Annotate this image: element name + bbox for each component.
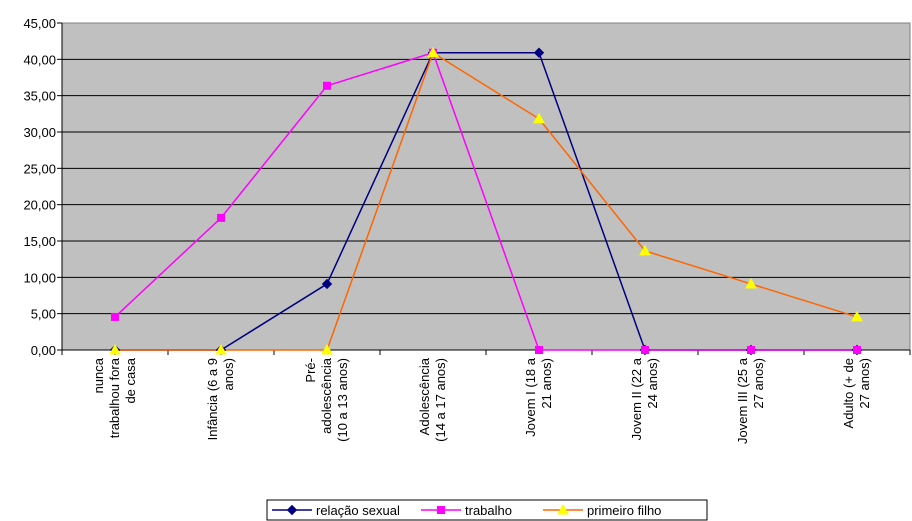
plot-area [61,22,911,351]
series-line [115,51,858,351]
x-tick-label: Jovem II (22 a 24 anos) [629,357,660,440]
x-tick-label-line: adolescência [319,357,334,434]
y-axis-ticks: 0,00 5,00 10,00 15,00 20,00 25,00 30,00 35,00 40… [23,16,56,358]
x-tick-label: Jovem I (18 a 21 anos) [523,357,554,437]
series-group [109,46,863,356]
x-axis-ticks: nunca trabalhou fora de casa Infância (6 a … [61,350,911,444]
y-tick-label: 20,00 [23,198,56,213]
x-tick-label: Adolescência (14 a 17 anos) [417,357,448,442]
data-point [851,310,863,322]
x-tick-label-line: Adolescência [417,357,432,435]
legend-item: primeiro filho [543,503,661,518]
data-point [217,213,225,222]
x-tick-label-line: trabalhou fora [107,357,122,438]
series-primeiro-filho [115,51,858,351]
x-tick-label: nunca trabalhou fora de casa [91,357,138,438]
legend-marker [286,504,298,516]
x-tick-label-line: de casa [123,357,138,403]
x-tick-label: Infância (6 a 9 anos) [205,358,236,440]
data-point [321,278,333,290]
y-tick-label: 0,00 [31,343,56,358]
series-line [114,51,857,351]
data-point [427,46,439,58]
x-tick-label-line: 27 anos) [857,358,872,409]
legend: relação sexual trabalho primeiro filho [266,499,708,521]
x-tick-label-line: 21 anos) [539,358,554,409]
x-tick-label-line: Infância (6 a 9 [205,358,220,440]
x-tick-label-line: Pré- [303,358,318,383]
y-tick-label: 25,00 [23,161,56,176]
x-tick-label: Adulto (+ de 27 anos) [841,358,872,428]
y-tick-label: 40,00 [23,52,56,67]
x-tick-label-line: (14 a 17 anos) [433,358,448,442]
legend-item: relação sexual [272,503,400,518]
x-tick-label-line: Jovem II (22 a [629,357,644,440]
series-markers [109,46,863,355]
y-tick-label: 15,00 [23,234,56,249]
data-point [533,47,545,58]
data-point [745,277,757,289]
data-point [533,112,545,124]
data-point [639,244,651,256]
x-tick-label-line: Jovem III (25 a [735,357,750,444]
data-point [111,312,119,321]
legend-label: primeiro filho [587,503,661,518]
x-tick-label-line: nunca [91,357,106,393]
legend-item: trabalho [421,503,512,518]
legend-label: trabalho [465,503,512,518]
data-point [215,343,227,355]
x-tick-label-line: 24 anos) [645,358,660,409]
legend-marker [557,503,569,515]
data-point [641,346,649,354]
legend-marker [437,506,445,514]
y-tick-label: 30,00 [23,125,56,140]
y-tick-label: 10,00 [23,270,56,285]
y-tick-label: 35,00 [23,89,56,104]
x-tick-label-line: anos) [221,358,236,391]
gridlines [57,22,910,351]
x-tick-label: Jovem III (25 a 27 anos) [735,357,766,444]
data-point [323,81,331,90]
x-tick-label-line: (10 a 13 anos) [335,358,350,442]
data-point [535,346,543,354]
x-tick-label-line: 27 anos) [751,358,766,409]
x-tick-label-line: Jovem I (18 a [523,357,538,437]
x-tick-label-line: Adulto (+ de [841,358,856,428]
data-point [321,343,333,355]
data-point [747,346,755,354]
legend-box [266,499,708,521]
y-tick-label: 45,00 [23,16,56,31]
data-point [853,346,861,354]
legend-label: relação sexual [316,503,400,518]
y-tick-label: 5,00 [31,307,56,322]
data-point [109,343,121,355]
x-tick-label: Pré-adolescência (10 a 13 anos) [303,357,350,442]
series-trabalho [114,51,857,351]
